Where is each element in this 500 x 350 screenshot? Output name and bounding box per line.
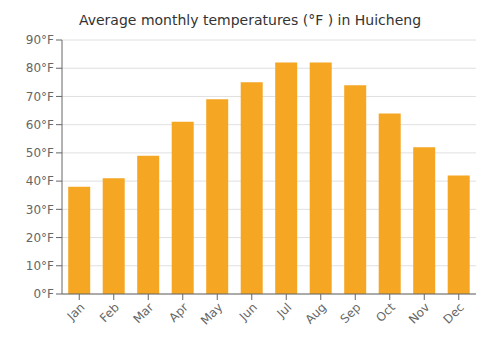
svg-text:40°F: 40°F — [26, 174, 54, 188]
svg-text:60°F: 60°F — [26, 118, 54, 132]
svg-text:Jan: Jan — [64, 300, 88, 324]
svg-text:80°F: 80°F — [26, 61, 54, 75]
svg-text:Mar: Mar — [130, 300, 156, 326]
svg-text:Jun: Jun — [236, 300, 260, 324]
svg-text:Oct: Oct — [373, 300, 398, 325]
svg-text:Aug: Aug — [302, 300, 328, 326]
svg-text:Dec: Dec — [441, 300, 467, 326]
svg-text:May: May — [198, 300, 225, 327]
html-text:Average monthly temperatures (: Average monthly temperatures (°F ) in Hu… — [79, 12, 421, 28]
svg-text:Sep: Sep — [337, 300, 363, 326]
svg-text:Jul: Jul — [274, 300, 295, 321]
svg-text:0°F: 0°F — [33, 287, 54, 301]
svg-text:90°F: 90°F — [26, 33, 54, 47]
svg-text:70°F: 70°F — [26, 90, 54, 104]
svg-text:Apr: Apr — [166, 300, 191, 325]
svg-text:Nov: Nov — [406, 300, 432, 326]
svg-text:50°F: 50°F — [26, 146, 54, 160]
svg-text:10°F: 10°F — [26, 259, 54, 273]
svg-text:Feb: Feb — [97, 300, 122, 325]
svg-text:30°F: 30°F — [26, 203, 54, 217]
svg-text:20°F: 20°F — [26, 231, 54, 245]
